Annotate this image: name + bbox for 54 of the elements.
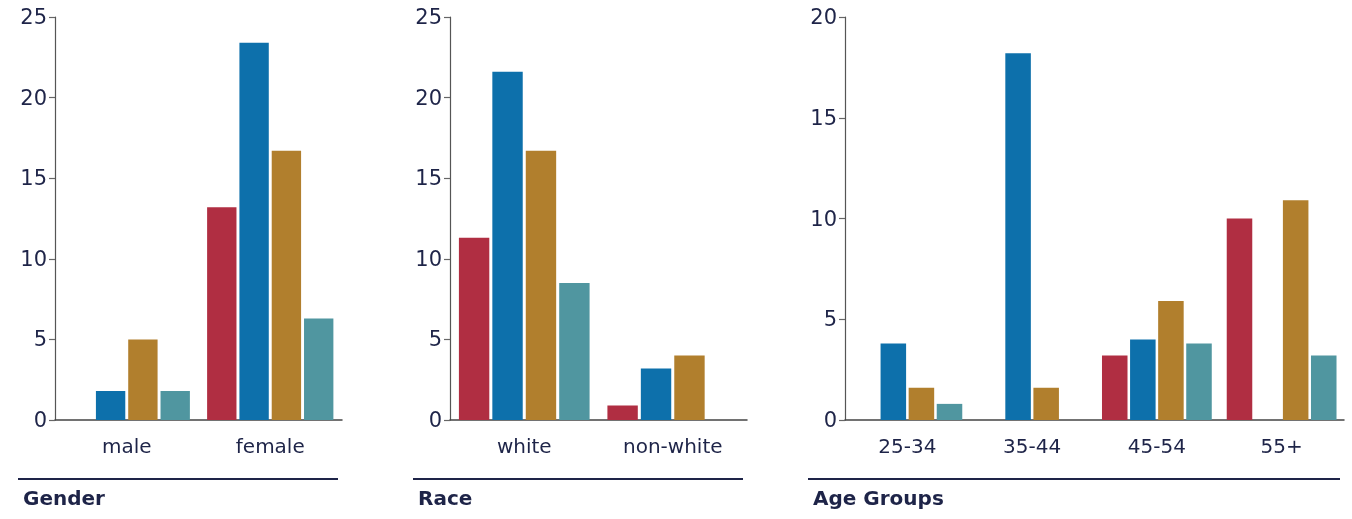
- bar: [674, 355, 705, 420]
- bar: [304, 318, 334, 420]
- y-tick-label: 5: [33, 327, 47, 352]
- bar: [936, 403, 963, 420]
- x-tick-label: 35-44: [1003, 434, 1062, 458]
- bar: [640, 368, 672, 420]
- bar: [160, 390, 190, 420]
- y-tick-label: 5: [428, 327, 442, 352]
- bar: [1310, 355, 1337, 420]
- y-tick-label: 20: [20, 85, 47, 110]
- bar: [1033, 387, 1059, 420]
- text: Race: [418, 486, 473, 510]
- x-tick-label: female: [235, 434, 305, 458]
- y-tick-label: 0: [33, 408, 47, 432]
- bar: [525, 150, 557, 420]
- x-tick-label: non-white: [622, 434, 723, 458]
- y-tick-label: 15: [20, 166, 47, 191]
- y-tick-label: 25: [20, 5, 47, 29]
- bar: [559, 282, 590, 420]
- y-tick-label: 15: [415, 166, 442, 191]
- x-tick-label: white: [496, 434, 552, 458]
- bar: [908, 387, 935, 420]
- bar: [1130, 339, 1156, 420]
- bar: [95, 390, 126, 420]
- bar: [492, 71, 523, 420]
- bar: [271, 150, 302, 420]
- y-tick-label: 20: [810, 5, 837, 29]
- y-tick-label: 10: [810, 206, 837, 231]
- text: Age Groups: [813, 486, 944, 510]
- y-tick-label: 15: [810, 105, 837, 130]
- y-tick-label: 5: [823, 307, 837, 332]
- y-tick-label: 10: [20, 246, 47, 271]
- bar: [239, 42, 269, 420]
- text: Gender: [23, 486, 106, 510]
- x-tick-label: 45-54: [1127, 434, 1186, 458]
- bar: [1158, 301, 1184, 420]
- y-tick-label: 0: [428, 408, 442, 432]
- x-tick-label: 55+: [1260, 434, 1303, 458]
- bar: [880, 343, 907, 420]
- x-tick-label: male: [101, 434, 152, 458]
- bar: [207, 207, 237, 420]
- bar: [1282, 200, 1309, 420]
- bar: [1186, 343, 1212, 420]
- bar: [607, 405, 638, 420]
- y-tick-label: 10: [415, 246, 442, 271]
- y-tick-label: 0: [823, 408, 837, 432]
- y-tick-label: 20: [415, 85, 442, 110]
- x-tick-label: 25-34: [878, 434, 937, 458]
- bar: [1101, 355, 1128, 420]
- y-tick-label: 25: [415, 5, 442, 29]
- bar: [1226, 218, 1253, 420]
- bar: [1005, 53, 1031, 420]
- bar: [128, 339, 158, 420]
- bar: [458, 237, 490, 420]
